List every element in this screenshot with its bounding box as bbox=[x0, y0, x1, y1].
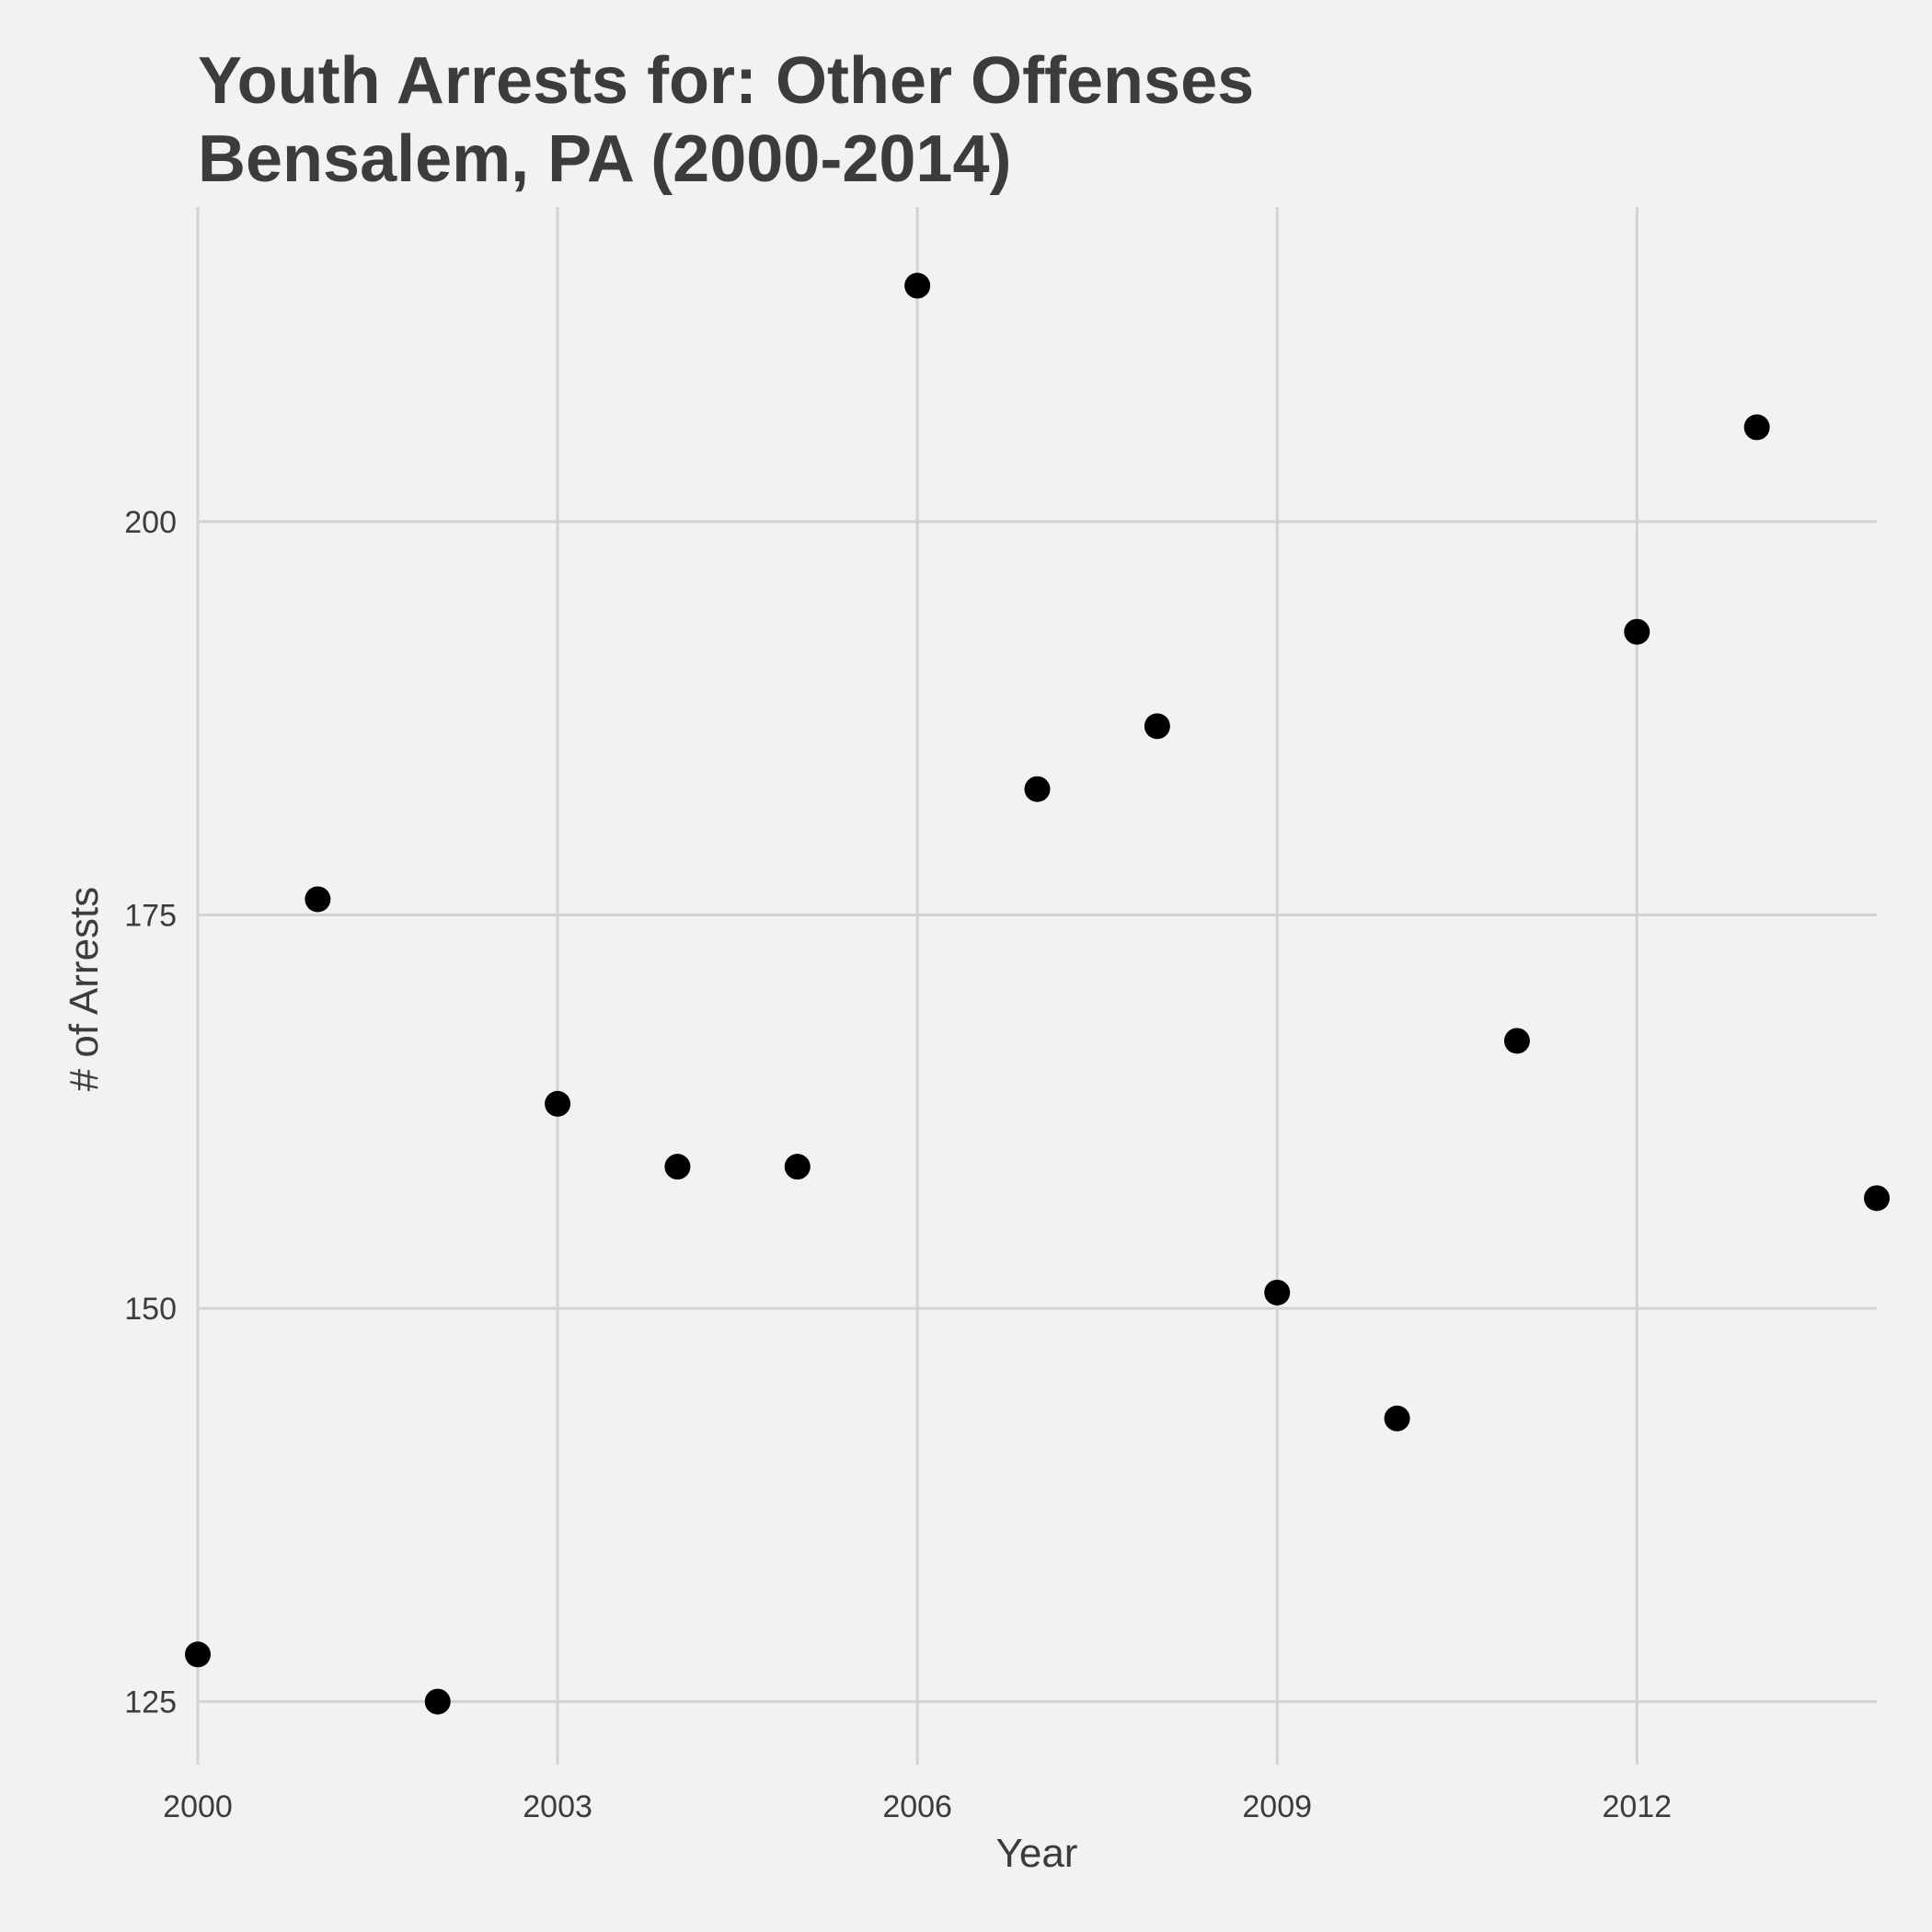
data-point bbox=[1743, 414, 1770, 441]
y-tick-label: 200 bbox=[124, 505, 177, 540]
x-tick-labels: 2000 2003 2006 2009 2012 bbox=[163, 1789, 1672, 1824]
data-point bbox=[1264, 1279, 1291, 1305]
x-tick-label: 2003 bbox=[523, 1789, 592, 1824]
y-tick-label: 125 bbox=[124, 1685, 177, 1720]
data-point bbox=[185, 1641, 211, 1668]
x-axis-label: Year bbox=[996, 1831, 1078, 1876]
data-point bbox=[1864, 1185, 1890, 1212]
data-point bbox=[305, 886, 331, 913]
data-point bbox=[1144, 713, 1170, 740]
data-point bbox=[1384, 1405, 1410, 1432]
x-tick-label: 2000 bbox=[163, 1789, 233, 1824]
x-tick-label: 2006 bbox=[882, 1789, 952, 1824]
x-gridlines bbox=[196, 207, 1639, 1765]
data-point bbox=[545, 1090, 571, 1117]
data-point bbox=[424, 1688, 451, 1715]
y-tick-label: 150 bbox=[124, 1292, 177, 1327]
chart-title: Youth Arrests for: Other Offenses bbox=[198, 44, 1254, 118]
data-point bbox=[1024, 776, 1051, 802]
data-point bbox=[664, 1154, 691, 1180]
y-gridlines bbox=[198, 520, 1877, 1704]
data-point bbox=[1624, 618, 1650, 645]
y-tick-label: 175 bbox=[124, 899, 177, 934]
data-point bbox=[904, 272, 931, 299]
x-tick-label: 2012 bbox=[1602, 1789, 1672, 1824]
y-tick-labels: 125 150 175 200 bbox=[124, 505, 177, 1720]
data-points bbox=[185, 272, 1890, 1715]
x-tick-label: 2009 bbox=[1242, 1789, 1312, 1824]
data-point bbox=[1503, 1028, 1530, 1054]
chart-subtitle: Bensalem, PA (2000-2014) bbox=[198, 122, 1011, 196]
y-axis-label: # of Arrests bbox=[62, 887, 107, 1092]
data-point bbox=[784, 1154, 811, 1180]
